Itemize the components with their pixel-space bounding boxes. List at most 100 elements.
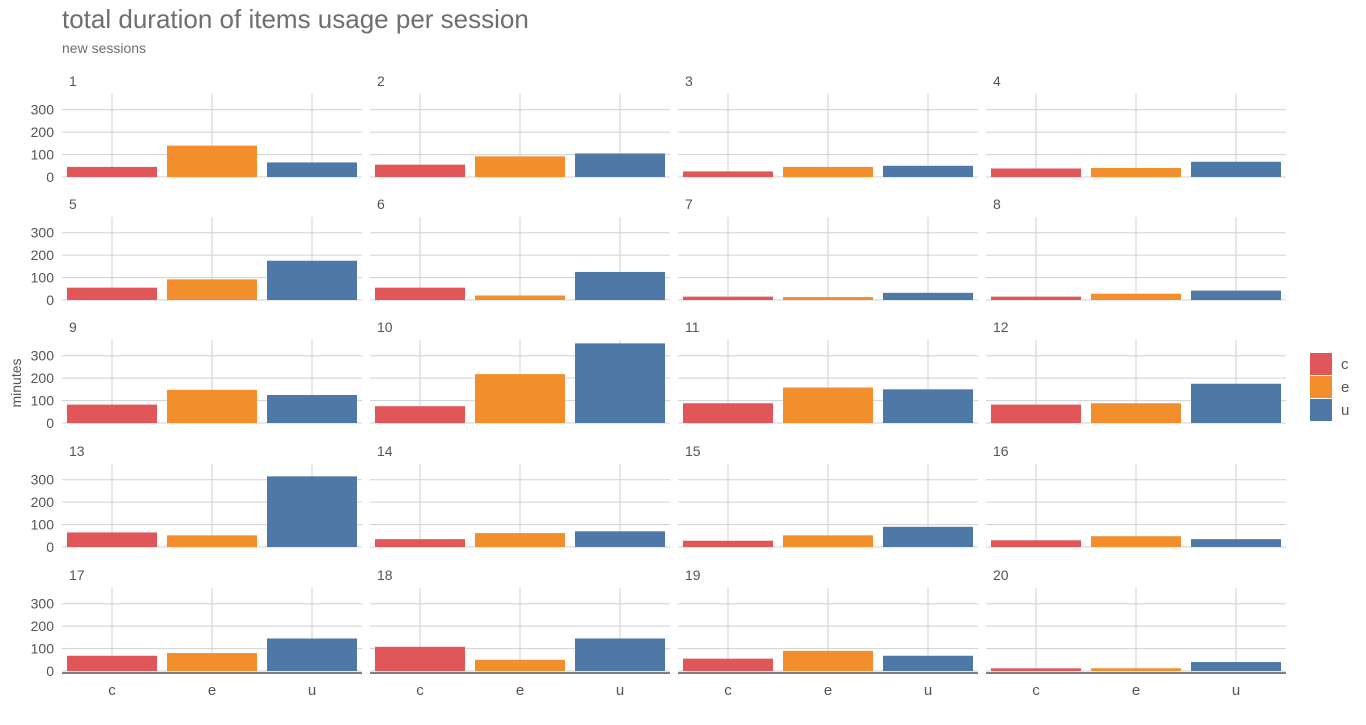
bar-c: [683, 658, 773, 671]
bar-u: [267, 476, 357, 547]
x-tick-label: e: [208, 682, 216, 699]
facet-label: 5: [69, 196, 77, 212]
facet-label: 17: [69, 567, 85, 583]
facet-label: 16: [993, 443, 1009, 459]
bar-e: [1091, 536, 1181, 547]
bar-e: [167, 535, 257, 547]
y-tick-label: 200: [31, 494, 55, 510]
bar-u: [1191, 290, 1281, 300]
bar-e: [783, 535, 873, 547]
y-tick-label: 300: [31, 348, 55, 364]
x-tick-label: u: [1232, 682, 1240, 699]
facet-label: 18: [377, 567, 393, 583]
x-tick-label: e: [1132, 682, 1140, 699]
x-tick-label: u: [616, 682, 624, 699]
bar-e: [1091, 668, 1181, 671]
bar-e: [783, 650, 873, 671]
bar-u: [1191, 539, 1281, 547]
legend-label-c: c: [1341, 356, 1349, 373]
bar-c: [683, 540, 773, 547]
legend-swatch-e: [1310, 376, 1332, 398]
y-tick-label: 0: [46, 539, 54, 555]
bar-c: [991, 404, 1081, 423]
bar-e: [475, 533, 565, 547]
bar-c: [683, 171, 773, 177]
bar-c: [991, 296, 1081, 300]
facet-label: 6: [377, 196, 385, 212]
facet-label: 15: [685, 443, 701, 459]
facet-label: 1: [69, 73, 77, 89]
y-tick-label: 300: [31, 102, 55, 118]
bar-e: [475, 659, 565, 671]
bar-c: [375, 539, 465, 547]
y-tick-label: 300: [31, 225, 55, 241]
facet-label: 9: [69, 319, 77, 335]
bar-c: [683, 296, 773, 300]
y-axis-label: minutes: [8, 358, 24, 407]
y-tick-label: 200: [31, 618, 55, 634]
bar-c: [375, 287, 465, 300]
bar-u: [575, 638, 665, 671]
y-tick-label: 100: [31, 147, 55, 163]
y-tick-label: 300: [31, 472, 55, 488]
bar-u: [883, 655, 973, 671]
bar-c: [375, 406, 465, 423]
bar-c: [375, 646, 465, 671]
bar-c: [991, 668, 1081, 671]
facet-label: 19: [685, 567, 701, 583]
y-tick-label: 100: [31, 517, 55, 533]
chart-title: total duration of items usage per sessio…: [62, 4, 529, 34]
facet-label: 14: [377, 443, 393, 459]
bar-c: [67, 655, 157, 671]
bar-u: [1191, 662, 1281, 671]
chart-subtitle: new sessions: [62, 40, 147, 56]
facet-label: 4: [993, 73, 1001, 89]
y-tick-label: 200: [31, 124, 55, 140]
bar-c: [375, 164, 465, 177]
y-tick-label: 0: [46, 292, 54, 308]
facet-label: 7: [685, 196, 693, 212]
bar-e: [167, 279, 257, 300]
bar-e: [167, 389, 257, 423]
y-tick-label: 100: [31, 270, 55, 286]
bar-c: [991, 168, 1081, 177]
legend-label-e: e: [1341, 379, 1349, 396]
bar-u: [575, 531, 665, 547]
bar-e: [1091, 168, 1181, 177]
bar-u: [1191, 383, 1281, 423]
bar-c: [67, 287, 157, 300]
bar-c: [67, 166, 157, 177]
legend-swatch-c: [1310, 353, 1332, 375]
bar-e: [475, 295, 565, 300]
bar-u: [575, 271, 665, 300]
bar-u: [575, 343, 665, 423]
y-tick-label: 0: [46, 169, 54, 185]
x-tick-label: u: [308, 682, 316, 699]
x-tick-label: e: [516, 682, 524, 699]
x-tick-label: u: [924, 682, 932, 699]
bar-e: [783, 387, 873, 423]
bar-e: [167, 653, 257, 671]
bar-e: [783, 166, 873, 177]
bar-e: [1091, 403, 1181, 423]
facet-label: 11: [685, 319, 700, 335]
bar-e: [475, 374, 565, 423]
facet-label: 10: [377, 319, 393, 335]
bar-u: [883, 165, 973, 177]
bar-u: [575, 153, 665, 177]
bar-u: [883, 526, 973, 547]
y-tick-label: 200: [31, 370, 55, 386]
bar-e: [167, 145, 257, 177]
x-tick-label: c: [108, 682, 116, 699]
y-tick-label: 200: [31, 247, 55, 263]
bar-e: [1091, 293, 1181, 300]
bar-u: [883, 389, 973, 423]
x-tick-label: c: [416, 682, 424, 699]
bar-c: [67, 404, 157, 423]
facet-label: 13: [69, 443, 85, 459]
bar-c: [991, 540, 1081, 547]
y-tick-label: 0: [46, 415, 54, 431]
x-tick-label: e: [824, 682, 832, 699]
facet-label: 20: [993, 567, 1009, 583]
facet-label: 12: [993, 319, 1009, 335]
